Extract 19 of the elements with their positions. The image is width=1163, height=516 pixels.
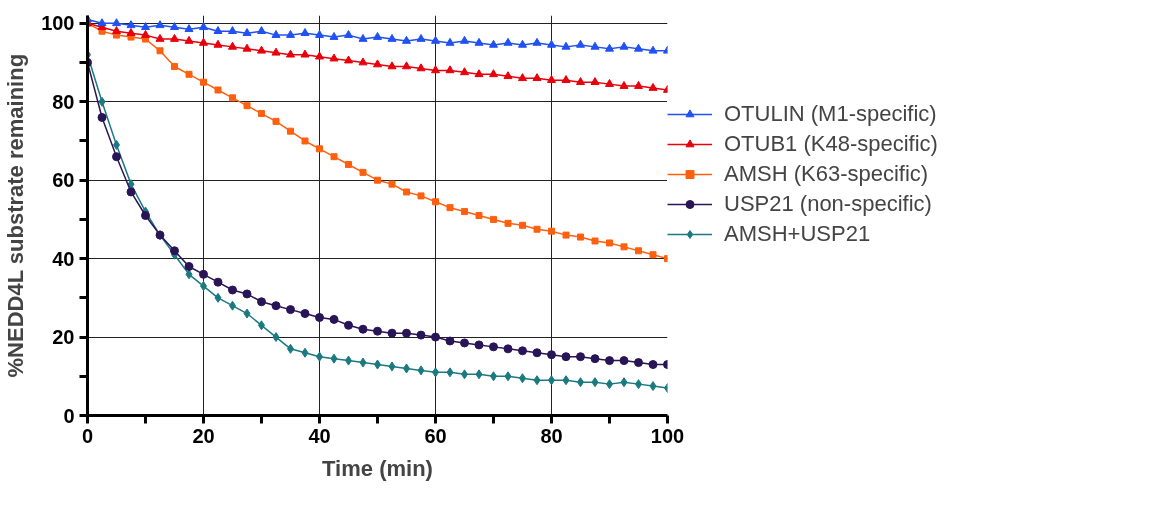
y-tick-label: 100 bbox=[41, 12, 75, 35]
legend-label: AMSH+USP21 bbox=[724, 221, 871, 247]
legend-label: OTULIN (M1-specific) bbox=[724, 101, 937, 127]
legend-label: AMSH (K63-specific) bbox=[724, 161, 929, 187]
x-tick-label: 100 bbox=[650, 424, 685, 447]
x-tick-label: 60 bbox=[424, 424, 447, 447]
y-tick-label: 80 bbox=[52, 90, 75, 113]
x-tick-label: 20 bbox=[192, 424, 215, 447]
x-axis-title: Time (min) bbox=[322, 455, 433, 481]
x-tick-label: 0 bbox=[81, 424, 94, 447]
y-tick-label: 20 bbox=[52, 326, 75, 349]
y-tick-label: 60 bbox=[52, 169, 75, 192]
x-tick-label: 40 bbox=[308, 424, 331, 447]
y-tick-label: 40 bbox=[52, 247, 75, 270]
y-tick-label: 0 bbox=[63, 404, 75, 427]
x-tick-label: 80 bbox=[540, 424, 563, 447]
y-axis-title: %NEDD4L substrate remaining bbox=[3, 53, 29, 378]
legend-label: OTUB1 (K48-specific) bbox=[724, 131, 938, 157]
legend-label: USP21 (non-specific) bbox=[724, 191, 932, 217]
